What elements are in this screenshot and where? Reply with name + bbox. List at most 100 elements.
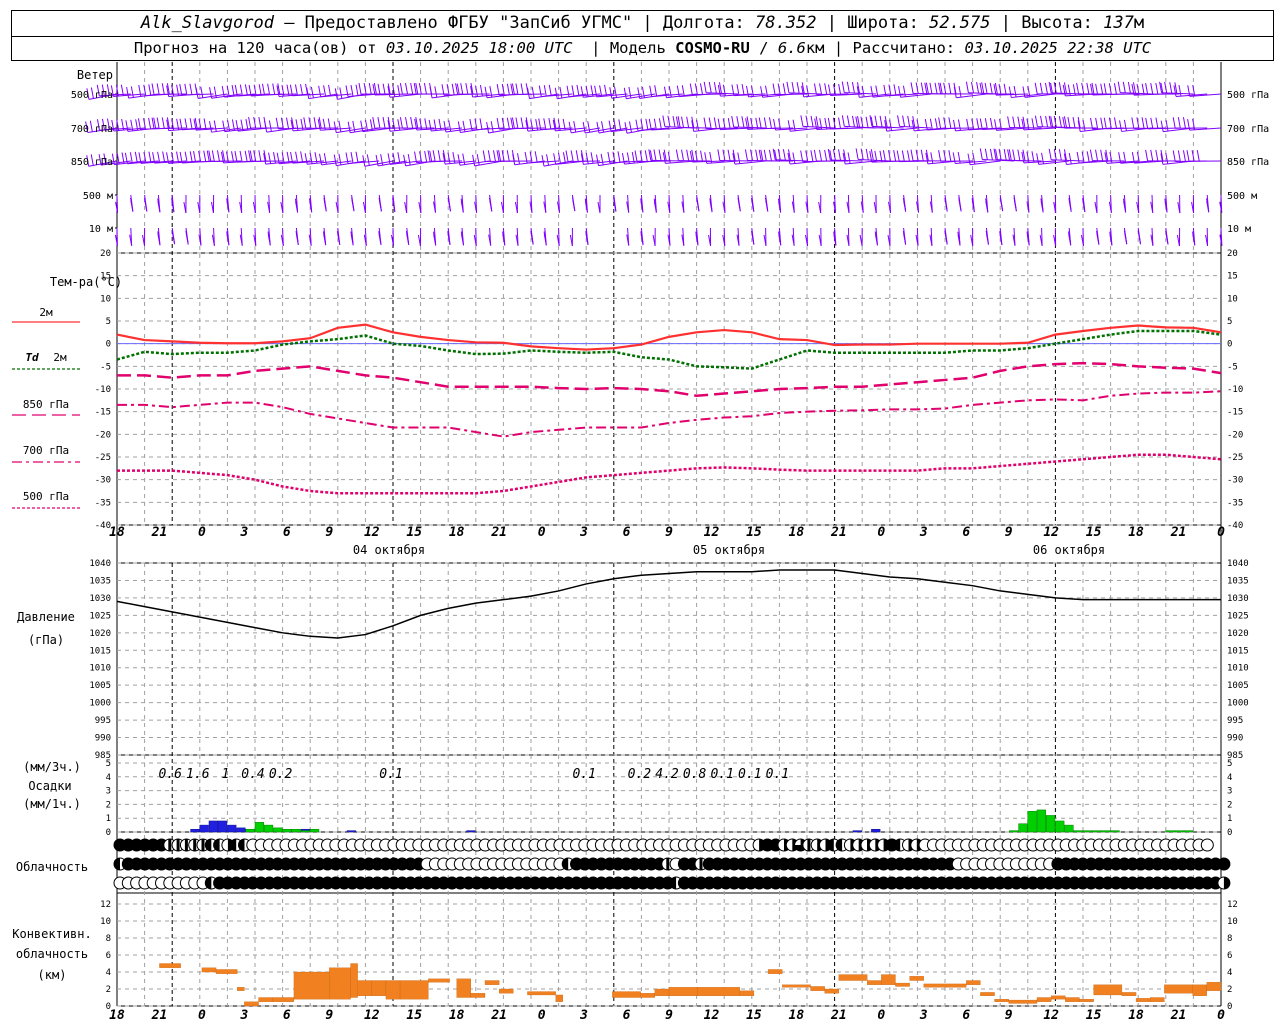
wind-barb-feather xyxy=(166,119,170,131)
wind-barb-feather xyxy=(323,153,327,165)
conv-cloud-bar xyxy=(810,986,825,991)
wind-barb-feather xyxy=(441,84,445,96)
wind-barb xyxy=(663,86,697,99)
wind-barb-feather xyxy=(984,118,988,130)
wind-barb xyxy=(1067,227,1072,246)
wind-barb xyxy=(442,152,476,165)
wind-barb xyxy=(183,194,187,214)
wind-barb-feather xyxy=(640,231,644,243)
t850-line xyxy=(117,361,1222,398)
wind-barb-feather xyxy=(161,117,165,129)
wind-barb-feather xyxy=(995,149,999,161)
res-value: 6.6 xyxy=(777,39,806,57)
wind-barb-feather xyxy=(362,201,366,214)
wind-barb-feather xyxy=(1136,151,1140,163)
wind-barb-feather xyxy=(805,201,809,213)
wind-barb-shaft xyxy=(761,127,794,130)
wind-barb-feather xyxy=(722,149,726,161)
wind-barb-feather xyxy=(782,83,786,95)
wind-barb-feather xyxy=(300,151,304,163)
wind-barb xyxy=(1026,227,1030,246)
wind-barb-feather xyxy=(998,83,1002,96)
wind-barb xyxy=(323,194,327,212)
wind-barb xyxy=(1036,152,1070,165)
wind-barb-feather xyxy=(280,234,284,246)
wind-barb-feather xyxy=(778,118,782,130)
wind-barb-shaft xyxy=(181,127,214,131)
wind-barb-feather xyxy=(1123,119,1127,131)
wind-barb xyxy=(873,194,877,214)
wind-barb-feather xyxy=(1100,117,1104,129)
precip-bar-large xyxy=(1064,824,1074,833)
temp-tick-right: 20 xyxy=(1227,249,1238,259)
legend-td2m-label: 2м xyxy=(53,351,67,364)
wind-barb-feather xyxy=(264,120,268,133)
wind-barb-feather xyxy=(479,118,483,130)
wind-barb-feather xyxy=(1068,152,1072,165)
wind-barb xyxy=(1118,151,1153,164)
wind-barb-feather xyxy=(198,150,202,162)
wind-barb-feather xyxy=(819,118,823,130)
wind-barb-feather xyxy=(415,82,419,95)
wind-barb xyxy=(1008,85,1042,99)
wind-barb-feather xyxy=(399,117,403,129)
wind-barb-feather xyxy=(556,234,560,246)
wind-barb-feather xyxy=(1089,149,1093,161)
wind-barb-feather xyxy=(810,115,814,128)
wind-barb-feather xyxy=(446,83,450,96)
wind-barb-feather xyxy=(938,82,942,94)
wind-barb-feather xyxy=(787,149,791,161)
wind-barb-feather xyxy=(308,234,312,246)
wind-barb xyxy=(758,149,794,162)
wind-barb-feather xyxy=(805,234,808,247)
wind-barb-feather xyxy=(1131,117,1135,129)
wind-barb-feather xyxy=(703,81,707,93)
conv-tick-left: 12 xyxy=(100,900,111,910)
wind-barb-shaft xyxy=(802,125,835,129)
wind-barb-feather xyxy=(125,120,129,132)
wind-level-label-left: 10 м xyxy=(89,224,113,235)
temp-tick-left: -10 xyxy=(95,385,111,395)
wind-barb-feather xyxy=(916,119,920,131)
wind-barb-feather xyxy=(847,152,851,164)
precip-bar-large xyxy=(1045,815,1056,833)
wind-barb xyxy=(179,117,214,131)
wind-barb-feather xyxy=(929,118,933,130)
wind-barb xyxy=(111,152,145,166)
temp-tick-left: -5 xyxy=(100,362,111,372)
wind-barb-feather xyxy=(414,118,418,131)
wind-barb-feather xyxy=(1031,118,1035,130)
wind-barb-feather xyxy=(979,148,983,160)
wind-barb-feather xyxy=(126,86,130,99)
hour-tick-label: 18 xyxy=(449,525,465,540)
conv-cloud-bar xyxy=(484,980,500,985)
wind-barb-shaft xyxy=(748,93,780,98)
wind-barb-feather xyxy=(989,82,993,95)
wind-barb-feather xyxy=(626,234,630,246)
wind-barb-feather xyxy=(709,198,713,210)
wind-barb xyxy=(1076,82,1111,95)
wind-barb xyxy=(294,194,299,213)
conv-cloud-bar xyxy=(1065,997,1080,1002)
temp-tick-right: -15 xyxy=(1227,408,1243,418)
hour-tick-label: 21 xyxy=(490,1008,507,1023)
wind-barb xyxy=(239,227,243,246)
wind-barb xyxy=(387,119,421,132)
wind-barb-feather xyxy=(377,83,381,95)
wind-barb-feather xyxy=(696,119,700,131)
wind-barb xyxy=(252,194,256,214)
wind-barb xyxy=(543,227,547,246)
wind-barb-feather xyxy=(846,201,850,213)
wind-barb-feather xyxy=(1090,117,1094,130)
wind-barb-feather xyxy=(333,121,337,133)
wind-barb-feather xyxy=(308,117,312,129)
wind-barb-shaft xyxy=(650,159,683,162)
wind-barb-feather xyxy=(832,149,836,161)
wind-barb-feather xyxy=(1034,82,1038,94)
wind-barb xyxy=(500,194,504,214)
wind-barb-feather xyxy=(193,119,197,131)
wind-barb-feather xyxy=(462,153,466,165)
wind-barb-feather xyxy=(653,149,657,161)
wind-barb xyxy=(151,117,187,130)
precip-total-label: 1.6 xyxy=(186,767,210,782)
